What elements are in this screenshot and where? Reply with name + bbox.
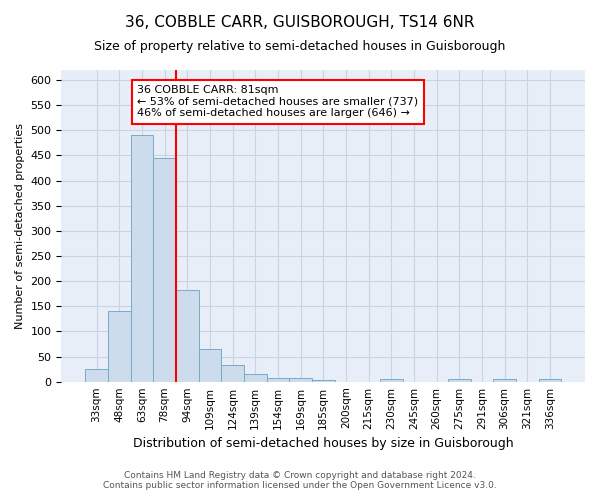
Bar <box>85 369 108 382</box>
Text: 36 COBBLE CARR: 81sqm
← 53% of semi-detached houses are smaller (737)
46% of sem: 36 COBBLE CARR: 81sqm ← 53% of semi-deta… <box>137 85 418 118</box>
Bar <box>448 379 470 382</box>
X-axis label: Distribution of semi-detached houses by size in Guisborough: Distribution of semi-detached houses by … <box>133 437 514 450</box>
Bar <box>539 379 561 382</box>
Bar <box>221 365 244 382</box>
Bar <box>244 374 266 382</box>
Bar <box>199 349 221 382</box>
Bar <box>153 158 176 382</box>
Bar <box>493 379 516 382</box>
Y-axis label: Number of semi-detached properties: Number of semi-detached properties <box>15 123 25 329</box>
Bar <box>266 378 289 382</box>
Text: Size of property relative to semi-detached houses in Guisborough: Size of property relative to semi-detach… <box>94 40 506 53</box>
Bar <box>176 290 199 382</box>
Text: 36, COBBLE CARR, GUISBOROUGH, TS14 6NR: 36, COBBLE CARR, GUISBOROUGH, TS14 6NR <box>125 15 475 30</box>
Bar <box>289 378 312 382</box>
Bar <box>131 136 153 382</box>
Bar <box>312 380 335 382</box>
Bar <box>108 312 131 382</box>
Bar <box>380 379 403 382</box>
Text: Contains HM Land Registry data © Crown copyright and database right 2024.
Contai: Contains HM Land Registry data © Crown c… <box>103 470 497 490</box>
